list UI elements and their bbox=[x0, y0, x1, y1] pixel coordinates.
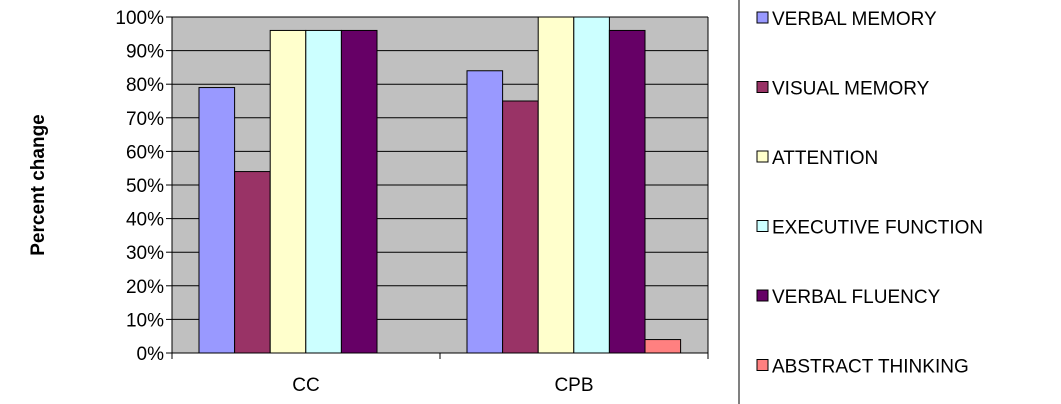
bar-visual-memory-cpb bbox=[502, 100, 539, 354]
y-tick-label: 70% bbox=[126, 109, 164, 130]
legend-label: ABSTRACT THINKING bbox=[772, 357, 969, 378]
y-axis-label: Percent change bbox=[28, 114, 49, 256]
legend-label: ATTENTION bbox=[772, 148, 878, 169]
legend-swatch bbox=[756, 359, 769, 371]
legend-swatch bbox=[756, 220, 769, 232]
bar-verbal-memory-cpb bbox=[466, 70, 504, 354]
y-tick-label: 20% bbox=[126, 277, 164, 298]
bar-verbal-fluency-cpb bbox=[608, 29, 646, 354]
y-axis: 0% 10% 20% 30% 40% 50% 60% 70% 80% 90% 100% bbox=[115, 8, 173, 365]
legend: VERBAL MEMORY VISUAL MEMORY ATTENTION EXECU… bbox=[756, 9, 983, 378]
y-tick-label: 0% bbox=[137, 344, 165, 365]
bar-executive-function-cpb bbox=[573, 16, 610, 354]
legend-label: VISUAL MEMORY bbox=[772, 79, 930, 100]
bars bbox=[198, 16, 682, 354]
x-axis: CC CPB bbox=[171, 352, 709, 396]
bar-visual-memory-cc bbox=[234, 171, 271, 354]
y-tick-label: 50% bbox=[126, 176, 164, 197]
x-tick-label: CC bbox=[292, 375, 319, 396]
bar-attention-cc bbox=[269, 29, 307, 354]
y-tick-label: 40% bbox=[126, 210, 164, 231]
legend-label: EXECUTIVE FUNCTION bbox=[772, 218, 983, 239]
bar-verbal-memory-cc bbox=[198, 87, 236, 354]
y-tick-label: 30% bbox=[126, 243, 164, 264]
legend-swatch bbox=[756, 11, 769, 24]
y-tick-label: 80% bbox=[126, 75, 164, 96]
legend-swatch bbox=[756, 81, 769, 93]
y-tick-label: 100% bbox=[115, 8, 164, 29]
bar-abstract-thinking-cpb bbox=[644, 339, 682, 354]
legend-label: VERBAL MEMORY bbox=[772, 9, 937, 30]
y-tick-label: 90% bbox=[126, 42, 164, 63]
y-tick-label: 60% bbox=[126, 142, 164, 163]
legend-swatch bbox=[756, 289, 769, 302]
bar-executive-function-cc bbox=[305, 29, 342, 354]
legend-swatch bbox=[756, 150, 769, 163]
bar-verbal-fluency-cc bbox=[340, 29, 378, 354]
legend-label: VERBAL FLUENCY bbox=[772, 287, 941, 308]
y-tick-label: 10% bbox=[126, 310, 164, 331]
bar-attention-cpb bbox=[537, 16, 575, 354]
x-tick-label: CPB bbox=[554, 375, 593, 396]
